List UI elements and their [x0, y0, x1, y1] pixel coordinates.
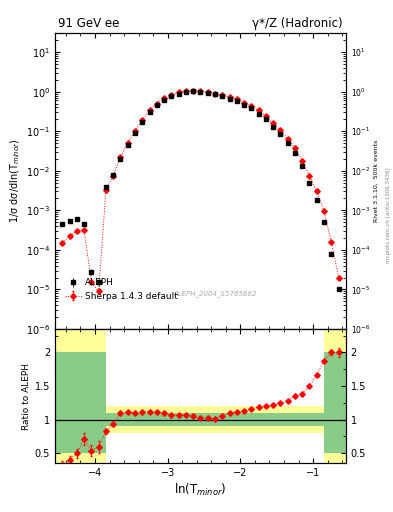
Y-axis label: 1/σ dσ/dln(T$_{minor}$): 1/σ dσ/dln(T$_{minor}$): [8, 139, 22, 223]
Y-axis label: Rivet 3.1.10,  500k events: Rivet 3.1.10, 500k events: [374, 140, 379, 222]
Text: γ*/Z (Hadronic): γ*/Z (Hadronic): [252, 17, 343, 30]
Y-axis label: Ratio to ALEPH: Ratio to ALEPH: [22, 362, 31, 430]
Text: 91 GeV ee: 91 GeV ee: [58, 17, 119, 30]
X-axis label: ln(T$_{minor}$): ln(T$_{minor}$): [174, 482, 227, 499]
Text: mcplots.cern.ch [arXiv:1306.3436]: mcplots.cern.ch [arXiv:1306.3436]: [386, 167, 391, 263]
Text: ALEPH_2004_S5765862: ALEPH_2004_S5765862: [173, 290, 257, 297]
Legend: ALEPH, Sherpa 1.4.3 default: ALEPH, Sherpa 1.4.3 default: [65, 279, 178, 301]
